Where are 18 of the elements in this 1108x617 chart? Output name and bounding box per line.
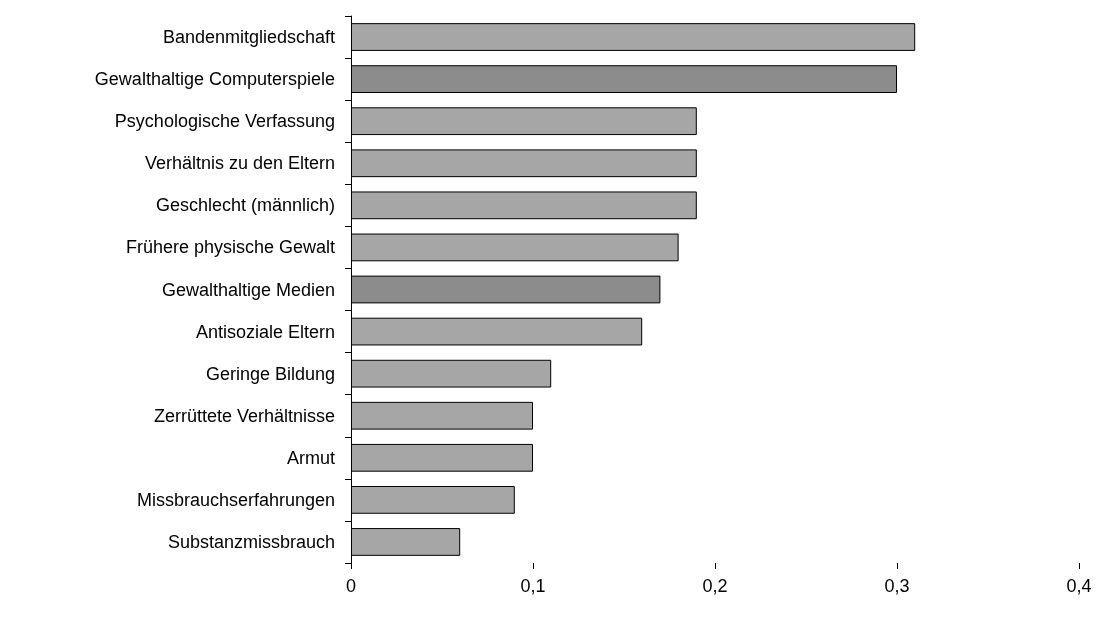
y-tick-label: Armut bbox=[286, 447, 335, 468]
y-tick-label: Verhältnis zu den Eltern bbox=[144, 153, 335, 174]
y-tick-label: Geschlecht (männlich) bbox=[155, 195, 335, 216]
y-tick-label: Antisoziale Eltern bbox=[195, 321, 335, 342]
x-tick-label: 0,3 bbox=[884, 576, 910, 596]
x-tick-label: 0,4 bbox=[1066, 576, 1092, 596]
y-tick-label: Gewalthaltige Computerspiele bbox=[94, 69, 335, 90]
y-tick-label: Zerrüttete Verhältnisse bbox=[153, 405, 335, 426]
y-tick-label: Psychologische Verfassung bbox=[114, 111, 335, 132]
y-tick-label: Geringe Bildung bbox=[205, 363, 335, 384]
y-tick-label: Frühere physische Gewalt bbox=[125, 237, 335, 258]
y-tick-label: Missbrauchserfahrungen bbox=[136, 489, 335, 510]
y-tick-label: Bandenmitgliedschaft bbox=[162, 27, 335, 48]
y-tick-label: Substanzmissbrauch bbox=[167, 531, 335, 552]
x-tick-label: 0 bbox=[345, 576, 357, 596]
x-tick-label: 0,2 bbox=[702, 576, 728, 596]
x-tick-label: 0,1 bbox=[520, 576, 546, 596]
y-tick-label: Gewalthaltige Medien bbox=[161, 279, 335, 300]
